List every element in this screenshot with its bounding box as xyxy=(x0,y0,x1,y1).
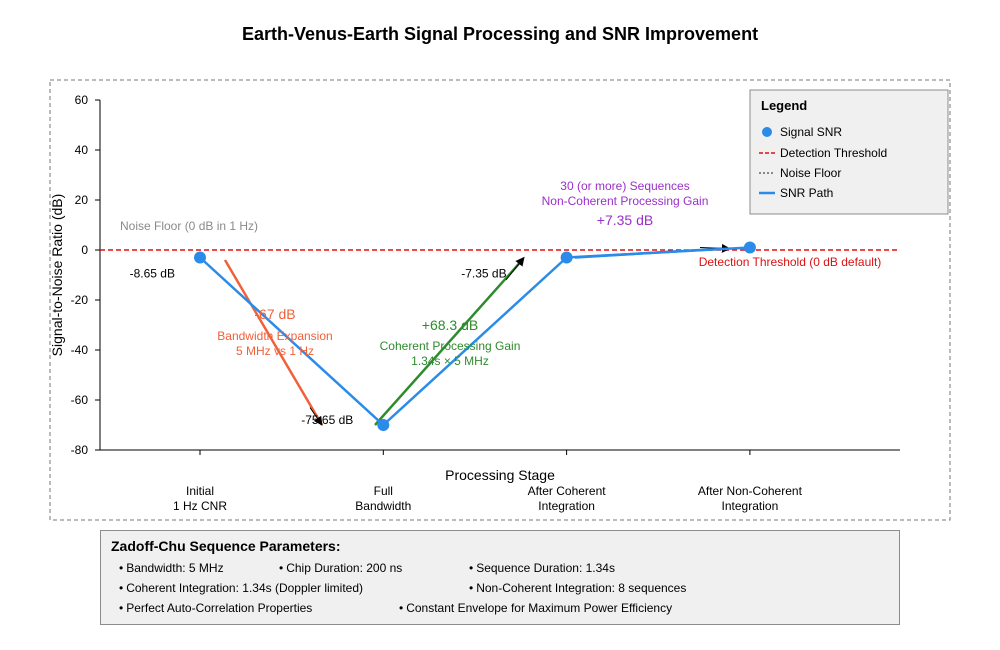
bandwidth-annotation: -67 dB Bandwidth Expansion 5 MHz vs 1 Hz xyxy=(217,306,332,358)
point-value-label: -8.65 dB xyxy=(130,267,175,281)
y-tick-label: -40 xyxy=(71,343,89,357)
x-tick-label-line: After Non-Coherent xyxy=(698,484,803,498)
x-axis-label: Processing Stage xyxy=(445,467,555,483)
legend-box xyxy=(749,89,949,215)
legend-item-snr-path: SNR Path xyxy=(780,186,833,200)
x-tick-label-line: Integration xyxy=(722,499,779,513)
point-value-label: -75.65 dB xyxy=(301,413,353,427)
coherent-arrow-line xyxy=(374,261,521,426)
y-tick-label: -60 xyxy=(71,393,89,407)
parameters-title: Zadoff-Chu Sequence Parameters: xyxy=(111,538,341,554)
bandwidth-arrow-head xyxy=(309,407,323,426)
x-tick-label: After Non-Coherent Integration xyxy=(698,484,803,513)
param-sequence-duration: • Sequence Duration: 1.34s xyxy=(469,561,615,575)
y-tick-label: 20 xyxy=(75,193,89,207)
legend-item-noise-floor: Noise Floor xyxy=(780,166,841,180)
param-constant-envelope: • Constant Envelope for Maximum Power Eff… xyxy=(399,601,672,615)
figure-frame xyxy=(49,79,951,521)
point-value-label: -7.35 dB xyxy=(461,267,506,281)
legend: Legend Signal SNR Detection Threshold No… xyxy=(749,89,949,215)
snr-point xyxy=(194,251,206,264)
y-ticks: 60 40 20 0 -20 -40 -60 -80 xyxy=(71,93,100,457)
param-bandwidth: • Bandwidth: 5 MHz xyxy=(119,561,224,575)
x-tick-label-line: Bandwidth xyxy=(355,499,411,513)
param-text: Constant Envelope for Maximum Power Effi… xyxy=(406,601,673,615)
x-tick-label-line: Full xyxy=(374,484,393,498)
snr-point xyxy=(743,241,756,254)
coherent-gain-value: +68.3 dB xyxy=(422,317,478,333)
bullet: • xyxy=(279,561,284,575)
param-coherent-integration: • Coherent Integration: 1.34s (Doppler li… xyxy=(119,581,363,595)
point-labels: -8.65 dB -75.65 dB -7.35 dB xyxy=(130,267,507,428)
x-tick-label-line: Initial xyxy=(186,484,214,498)
bandwidth-arrow-line xyxy=(223,259,324,426)
noise-floor-label: Noise Floor (0 dB in 1 Hz) xyxy=(120,219,258,233)
x-tick-label-line: 1 Hz CNR xyxy=(173,499,227,513)
snr-point xyxy=(377,419,390,431)
y-tick-label: -20 xyxy=(71,293,89,307)
legend-title: Legend xyxy=(761,98,807,113)
y-axis-label: Signal-to-Noise Ratio (dB) xyxy=(49,194,65,357)
x-tick-label: Initial 1 Hz CNR xyxy=(173,484,227,513)
bandwidth-change-line2: 5 MHz vs 1 Hz xyxy=(236,344,314,358)
noncoherent-gain-line1: 30 (or more) Sequences xyxy=(560,179,689,193)
y-tick-label: 60 xyxy=(75,93,89,107)
zadoff-chu-parameters-panel: Zadoff-Chu Sequence Parameters: • Bandwid… xyxy=(100,530,900,625)
param-text: Coherent Integration: 1.34s (Doppler lim… xyxy=(126,581,363,595)
param-text: Bandwidth: 5 MHz xyxy=(126,561,224,575)
bandwidth-change-line1: Bandwidth Expansion xyxy=(217,329,332,343)
bullet: • xyxy=(119,581,124,595)
param-chip-duration: • Chip Duration: 200 ns xyxy=(279,561,402,575)
y-tick-label: 0 xyxy=(81,243,88,257)
bullet: • xyxy=(119,601,124,615)
y-tick-label: -80 xyxy=(71,443,89,457)
noncoherent-annotation: 30 (or more) Sequences Non-Coherent Proc… xyxy=(542,179,709,228)
bullet: • xyxy=(119,561,124,575)
coherent-annotation: +68.3 dB Coherent Processing Gain 1.34s … xyxy=(380,317,521,368)
param-text: Sequence Duration: 1.34s xyxy=(476,561,615,575)
coherent-gain-line1: Coherent Processing Gain xyxy=(380,339,521,353)
x-tick-label-line: Integration xyxy=(538,499,595,513)
param-autocorrelation: • Perfect Auto-Correlation Properties xyxy=(119,601,312,615)
x-ticks: Initial 1 Hz CNR Full Bandwidth After Cohere… xyxy=(173,450,803,513)
x-tick-label-line: After Coherent xyxy=(528,484,607,498)
bandwidth-change-value: -67 dB xyxy=(254,306,295,322)
legend-item-detection-threshold: Detection Threshold xyxy=(780,146,887,160)
bullet: • xyxy=(469,581,474,595)
param-noncoherent-integration: • Non-Coherent Integration: 8 sequences xyxy=(469,581,686,595)
coherent-gain-line2: 1.34s × 5 MHz xyxy=(411,354,489,368)
x-tick-label: Full Bandwidth xyxy=(355,484,411,513)
chart-title: Earth-Venus-Earth Signal Processing and … xyxy=(242,24,758,44)
param-text: Non-Coherent Integration: 8 sequences xyxy=(476,581,687,595)
noncoherent-gain-line2: Non-Coherent Processing Gain xyxy=(542,194,709,208)
detection-threshold-label: Detection Threshold (0 dB default) xyxy=(699,255,882,269)
snr-point xyxy=(560,251,573,264)
x-tick-label: After Coherent Integration xyxy=(528,484,607,513)
legend-item-signal-snr: Signal SNR xyxy=(780,125,842,139)
snr-points xyxy=(194,241,756,431)
param-text: Perfect Auto-Correlation Properties xyxy=(126,601,313,615)
legend-symbol-signal-snr xyxy=(762,127,772,137)
noncoherent-gain-value: +7.35 dB xyxy=(597,212,653,228)
coherent-arrow-head xyxy=(505,256,525,281)
bullet: • xyxy=(399,601,404,615)
y-tick-label: 40 xyxy=(75,143,89,157)
bullet: • xyxy=(469,561,474,575)
param-text: Chip Duration: 200 ns xyxy=(286,561,403,575)
snr-path-line xyxy=(199,246,750,427)
